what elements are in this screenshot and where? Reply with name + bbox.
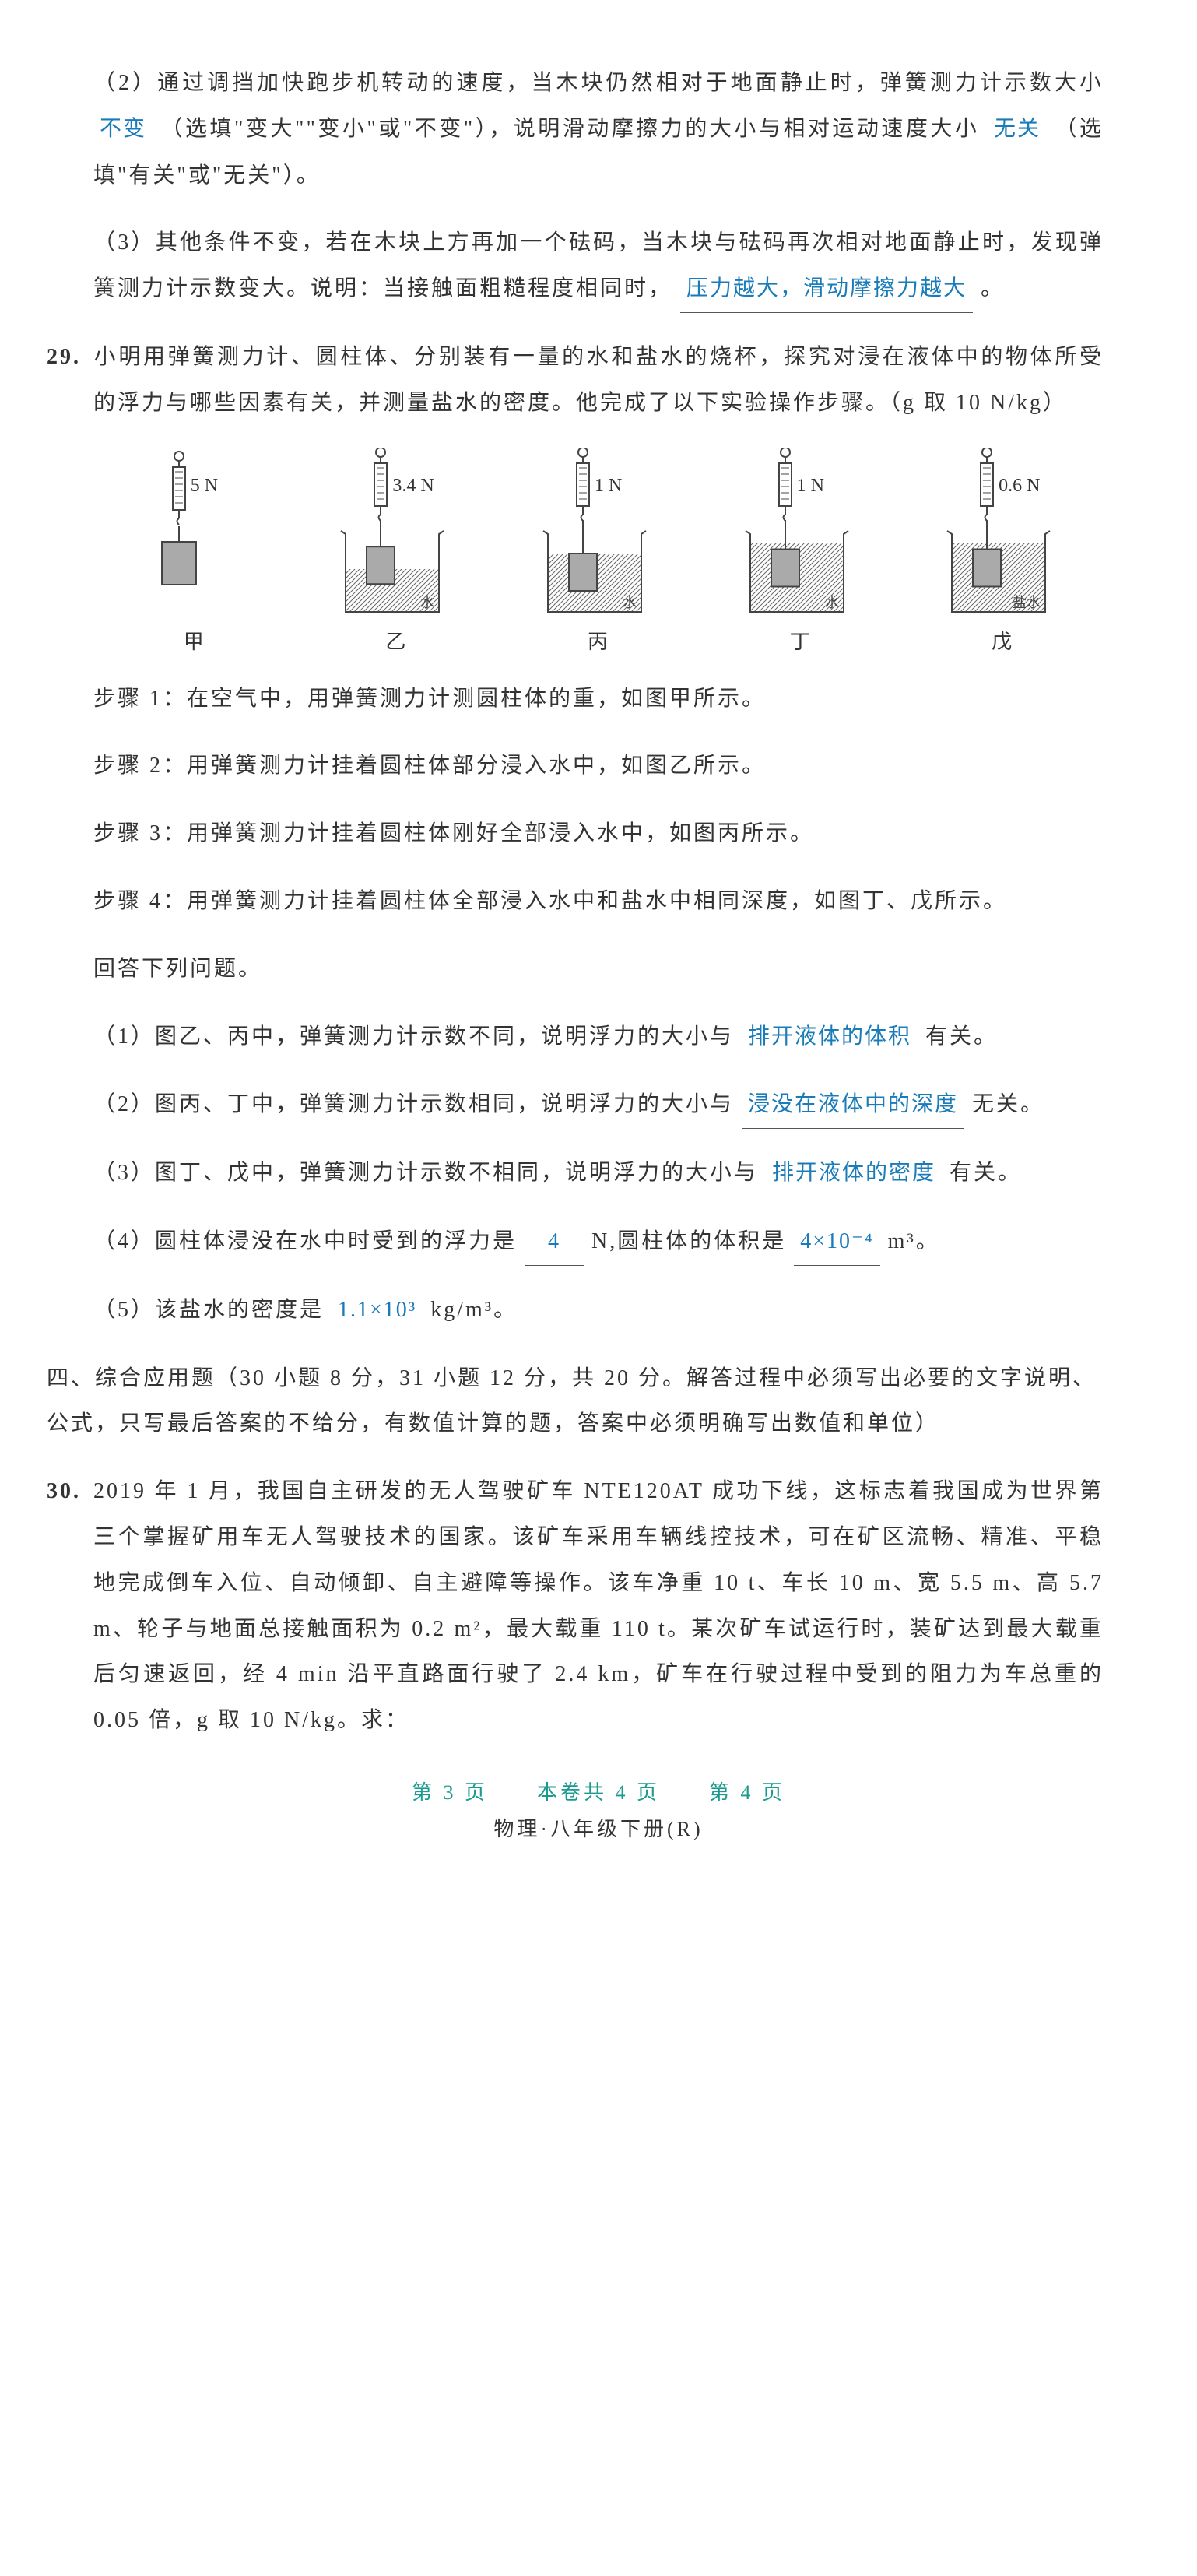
reading-label: 5 N — [191, 476, 218, 497]
q29-figure-row: 5 N 甲 水 3.4 N 乙 水 1 N 丙 — [93, 448, 1104, 655]
svg-text:水: 水 — [420, 595, 434, 610]
q29-p5-pre: （5）该盐水的密度是 — [93, 1298, 324, 1322]
q29-number: 29. — [47, 335, 93, 381]
figure-caption: 甲 — [184, 626, 205, 655]
q29-p4-end: m³。 — [888, 1229, 940, 1253]
q29-step1: 步骤 1：在空气中，用弹簧测力计测圆柱体的重，如图甲所示。 — [93, 677, 1104, 722]
reading-label: 0.6 N — [999, 476, 1040, 497]
q29-step2: 步骤 2：用弹簧测力计挂着圆柱体部分浸入水中，如图乙所示。 — [93, 743, 1104, 789]
q29-p4-pre: （4）圆柱体浸没在水中时受到的浮力是 — [93, 1229, 517, 1253]
q28-p3-end: 。 — [981, 276, 1005, 300]
q29-p1-end: 有关。 — [925, 1024, 998, 1049]
q29-p2-ans: 浸没在液体中的深度 — [742, 1082, 964, 1129]
q28-p2-ans2: 无关 — [988, 107, 1047, 153]
q28-p2-mid: （选填"变大""变小"或"不变"），说明滑动摩擦力的大小与相对运动速度大小 — [161, 117, 980, 141]
section4-head: 四、综合应用题（30 小题 8 分，31 小题 12 分，共 20 分。解答过程… — [47, 1356, 1104, 1448]
q28-p2-pre: （2）通过调挡加快跑步机转动的速度，当木块仍然相对于地面静止时，弹簧测力计示数大… — [93, 71, 1104, 95]
footer-left: 第 3 页 — [412, 1781, 488, 1804]
q29-p4-ans1: 4 — [525, 1219, 584, 1266]
figure-甲: 5 N 甲 — [125, 448, 265, 655]
footer-right: 第 4 页 — [709, 1781, 785, 1804]
q29-p3-end: 有关。 — [950, 1161, 1022, 1185]
q29-p4: （4）圆柱体浸没在水中时受到的浮力是 4 N,圆柱体的体积是 4×10⁻⁴ m³… — [93, 1219, 1104, 1266]
q29-step4: 步骤 4：用弹簧测力计挂着圆柱体全部浸入水中和盐水中相同深度，如图丁、戊所示。 — [93, 879, 1104, 925]
q29-intro: 29.小明用弹簧测力计、圆柱体、分别装有一量的水和盐水的烧杯，探究对浸在液体中的… — [93, 335, 1104, 427]
svg-text:盐水: 盐水 — [1013, 595, 1041, 610]
figure-丁: 水 1 N 丁 — [731, 448, 871, 655]
figure-caption: 丁 — [790, 626, 812, 655]
q29-p3-pre: （3）图丁、戊中，弹簧测力计示数不相同，说明浮力的大小与 — [93, 1161, 758, 1185]
reading-label: 1 N — [797, 476, 824, 497]
q29-p5: （5）该盐水的密度是 1.1×10³ kg/m³。 — [93, 1288, 1104, 1334]
svg-text:水: 水 — [825, 595, 839, 610]
q28-p2-ans1: 不变 — [93, 107, 153, 153]
q29-answer-head: 回答下列问题。 — [93, 947, 1104, 993]
q29-p2: （2）图丙、丁中，弹簧测力计示数相同，说明浮力的大小与 浸没在液体中的深度 无关… — [93, 1082, 1104, 1129]
footer-mid: 本卷共 4 页 — [537, 1781, 660, 1804]
footer-sub: 物理·八年级下册(R) — [493, 1818, 703, 1840]
q29-p1: （1）图乙、丙中，弹簧测力计示数不同，说明浮力的大小与 排开液体的体积 有关。 — [93, 1014, 1104, 1061]
q30-number: 30. — [47, 1469, 93, 1515]
reading-label: 3.4 N — [392, 476, 434, 497]
figure-乙: 水 3.4 N 乙 — [326, 448, 466, 655]
q29-p1-pre: （1）图乙、丙中，弹簧测力计示数不同，说明浮力的大小与 — [93, 1024, 734, 1049]
q29-p5-ans: 1.1×10³ — [332, 1288, 423, 1334]
page-footer: 第 3 页 本卷共 4 页 第 4 页 物理·八年级下册(R) — [93, 1775, 1104, 1848]
q28-p3-ans: 压力越大，滑动摩擦力越大 — [680, 266, 973, 313]
q30-text-block: 30.2019 年 1 月，我国自主研发的无人驾驶矿车 NTE120AT 成功下… — [93, 1469, 1104, 1744]
figure-caption: 乙 — [385, 626, 407, 655]
svg-text:水: 水 — [623, 595, 637, 610]
figure-戊: 盐水 0.6 N 戊 — [932, 448, 1072, 655]
q29-p5-end: kg/m³。 — [430, 1298, 518, 1322]
document-page: （2）通过调挡加快跑步机转动的速度，当木块仍然相对于地面静止时，弹簧测力计示数大… — [0, 0, 1197, 1879]
q29-p4-ans2: 4×10⁻⁴ — [794, 1219, 879, 1266]
q29-p2-pre: （2）图丙、丁中，弹簧测力计示数相同，说明浮力的大小与 — [93, 1092, 734, 1116]
q28-part2: （2）通过调挡加快跑步机转动的速度，当木块仍然相对于地面静止时，弹簧测力计示数大… — [93, 61, 1104, 199]
figure-caption: 戊 — [992, 626, 1013, 655]
q29-intro-text: 小明用弹簧测力计、圆柱体、分别装有一量的水和盐水的烧杯，探究对浸在液体中的物体所… — [93, 345, 1104, 415]
q30-text: 2019 年 1 月，我国自主研发的无人驾驶矿车 NTE120AT 成功下线，这… — [93, 1479, 1104, 1732]
q29-p3: （3）图丁、戊中，弹簧测力计示数不相同，说明浮力的大小与 排开液体的密度 有关。 — [93, 1151, 1104, 1197]
q29-p3-ans: 排开液体的密度 — [766, 1151, 942, 1197]
q29-p4-mid: N,圆柱体的体积是 — [591, 1229, 786, 1253]
q29-step3: 步骤 3：用弹簧测力计挂着圆柱体刚好全部浸入水中，如图丙所示。 — [93, 811, 1104, 857]
q28-part3: （3）其他条件不变，若在木块上方再加一个砝码，当木块与砝码再次相对地面静止时，发… — [93, 220, 1104, 313]
reading-label: 1 N — [595, 476, 622, 497]
figure-caption: 丙 — [588, 626, 609, 655]
figure-丙: 水 1 N 丙 — [528, 448, 669, 655]
q29-p1-ans: 排开液体的体积 — [742, 1014, 918, 1061]
q29-p2-end: 无关。 — [972, 1092, 1044, 1116]
